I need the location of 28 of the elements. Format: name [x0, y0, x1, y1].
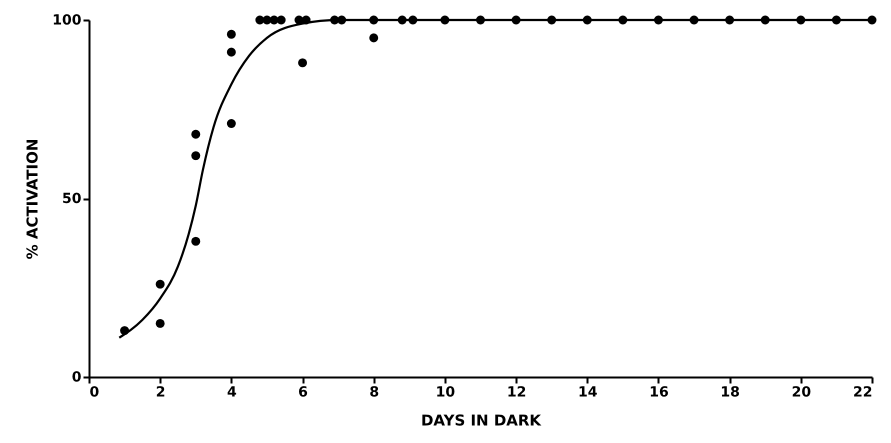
y-tick-label: 100	[52, 12, 82, 28]
x-tick-label: 8	[369, 384, 380, 400]
x-tick-label: 2	[156, 384, 166, 400]
x-tick-label: 0	[90, 384, 100, 400]
x-tick-label: 12	[506, 384, 526, 400]
x-tick-label: 20	[792, 384, 812, 400]
point	[156, 280, 165, 289]
point	[191, 236, 200, 246]
point	[369, 33, 378, 42]
x-tick-label: 14	[578, 384, 598, 400]
point	[226, 119, 236, 128]
y-tick-label: 0	[72, 370, 82, 386]
point	[156, 318, 165, 328]
y-tick-label: 50	[62, 191, 82, 207]
point	[191, 130, 200, 139]
point	[298, 58, 308, 68]
x-tick-label: 6	[298, 384, 308, 400]
x-tick-label: 10	[436, 384, 456, 400]
x-axis-title: DAYS IN DARK	[420, 412, 542, 430]
point	[276, 16, 286, 24]
point	[191, 151, 200, 160]
x-tick-label: 18	[720, 384, 740, 400]
x-tick-label: 4	[226, 384, 237, 400]
point	[226, 48, 236, 57]
y-axis-title: % ACTIVATION	[23, 138, 42, 260]
x-tick-label: 16	[649, 384, 669, 400]
x-tick-label: 22	[853, 384, 872, 400]
point	[226, 30, 236, 39]
